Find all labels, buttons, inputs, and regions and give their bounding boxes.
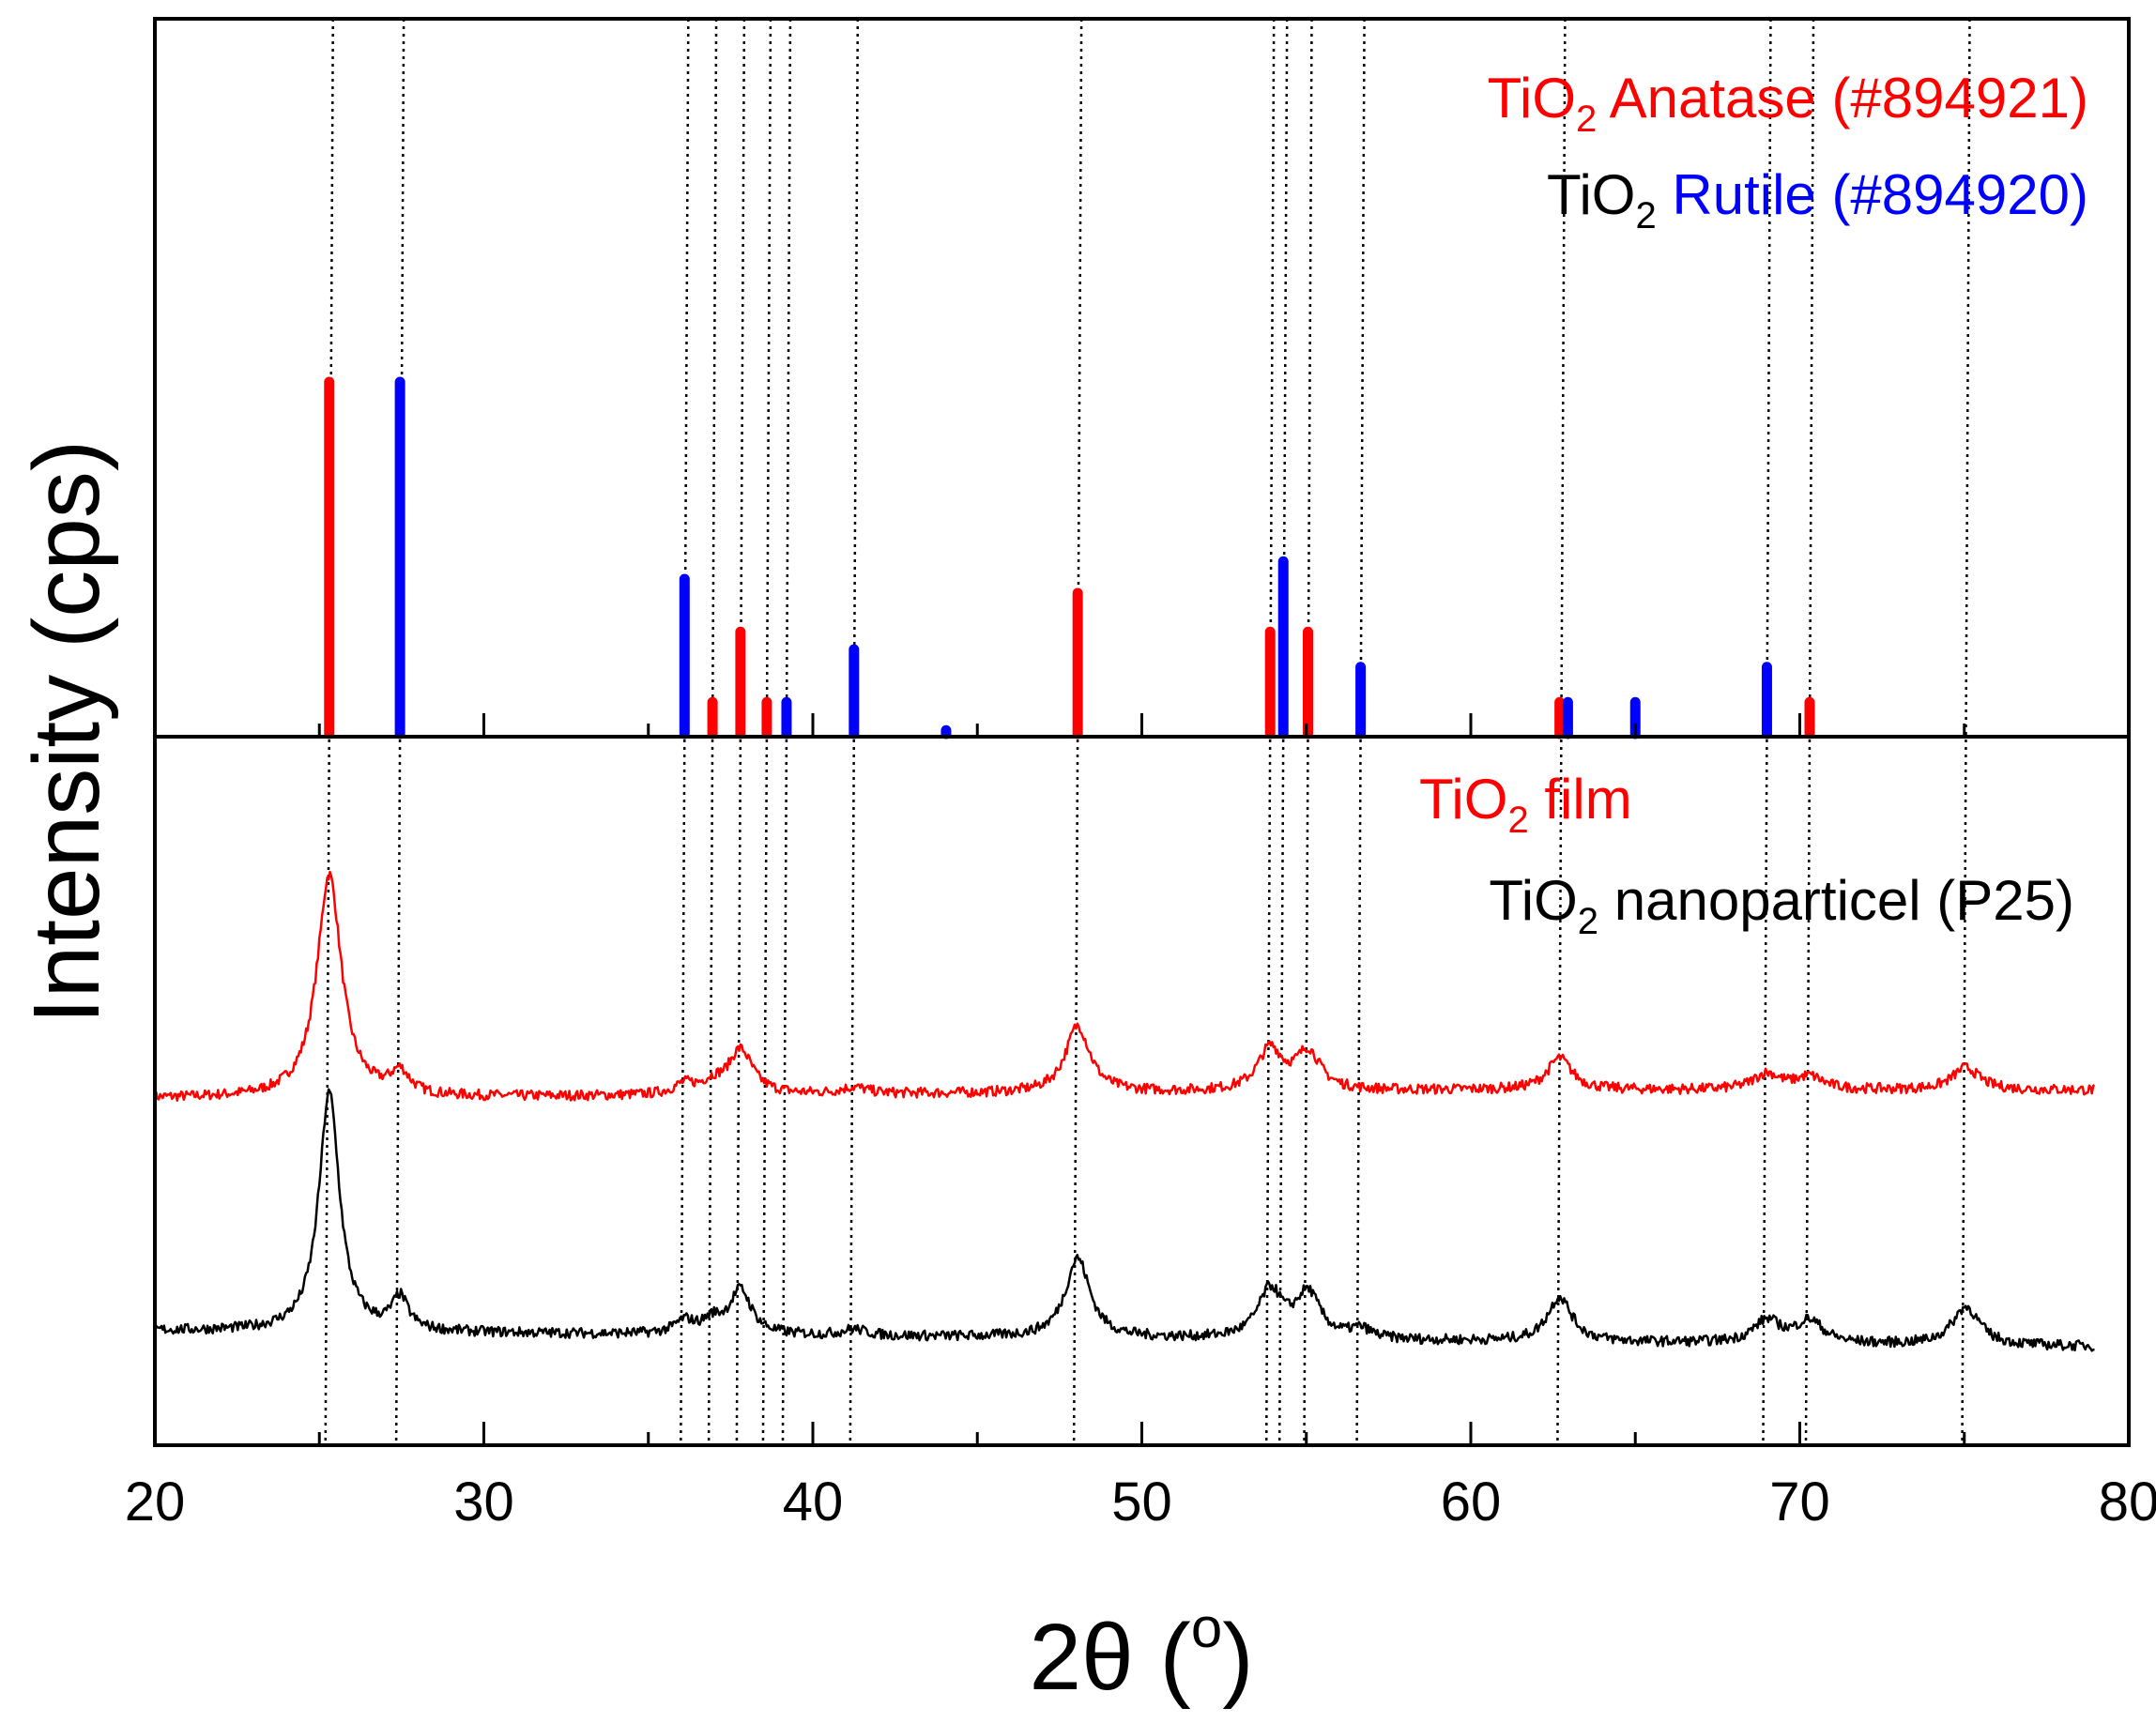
legend-film-sub: 2	[1507, 800, 1528, 841]
x-tick-label-30: 30	[453, 1471, 514, 1532]
x-axis-title: 2θ (o)	[1029, 1596, 1253, 1710]
legend-rutile-prefix: TiO	[1547, 163, 1635, 226]
legend-film-label: film	[1529, 768, 1632, 831]
legend-anatase-sub: 2	[1576, 99, 1597, 140]
legend-anatase-label: Anatase (#894921)	[1597, 67, 2088, 130]
reference-line-16	[1961, 18, 1971, 1446]
legend-rutile: TiO2 Rutile (#894920)	[1547, 163, 2088, 236]
legend-p25: TiO2 nanoparticel (P25)	[1489, 869, 2074, 942]
x-axis-ticks: 20 30 40 50 60 70 80	[125, 713, 2156, 1532]
x-tick-label-40: 40	[783, 1471, 844, 1532]
x-tick-label-20: 20	[125, 1471, 186, 1532]
film-trace	[153, 870, 2096, 1103]
xrd-traces	[153, 870, 2096, 1352]
x-axis-title-degree: o	[1191, 1596, 1222, 1659]
x-tick-label-70: 70	[1769, 1471, 1830, 1532]
legend-p25-prefix: TiO	[1489, 869, 1577, 932]
x-tick-label-50: 50	[1111, 1471, 1172, 1532]
legend-p25-label: nanoparticel (P25)	[1598, 869, 2074, 932]
legend-p25-sub: 2	[1578, 901, 1598, 942]
y-axis-title: Intensity (cps)	[14, 440, 119, 1024]
legend-film: TiO2 film	[1419, 768, 1632, 841]
p25-trace	[154, 1088, 2095, 1352]
legend-anatase-prefix: TiO	[1488, 67, 1576, 130]
x-tick-label-60: 60	[1441, 1471, 1502, 1532]
x-tick-label-80: 80	[2099, 1471, 2156, 1532]
legend-rutile-label: Rutile (#894920)	[1657, 163, 2088, 226]
legend-anatase: TiO2 Anatase (#894921)	[1488, 67, 2088, 140]
legend-film-prefix: TiO	[1419, 768, 1507, 831]
x-axis-title-main: 2θ (	[1029, 1605, 1190, 1710]
x-axis-title-end: )	[1222, 1605, 1253, 1710]
reference-peak-bars	[324, 376, 1815, 740]
legend-rutile-sub: 2	[1635, 195, 1656, 236]
